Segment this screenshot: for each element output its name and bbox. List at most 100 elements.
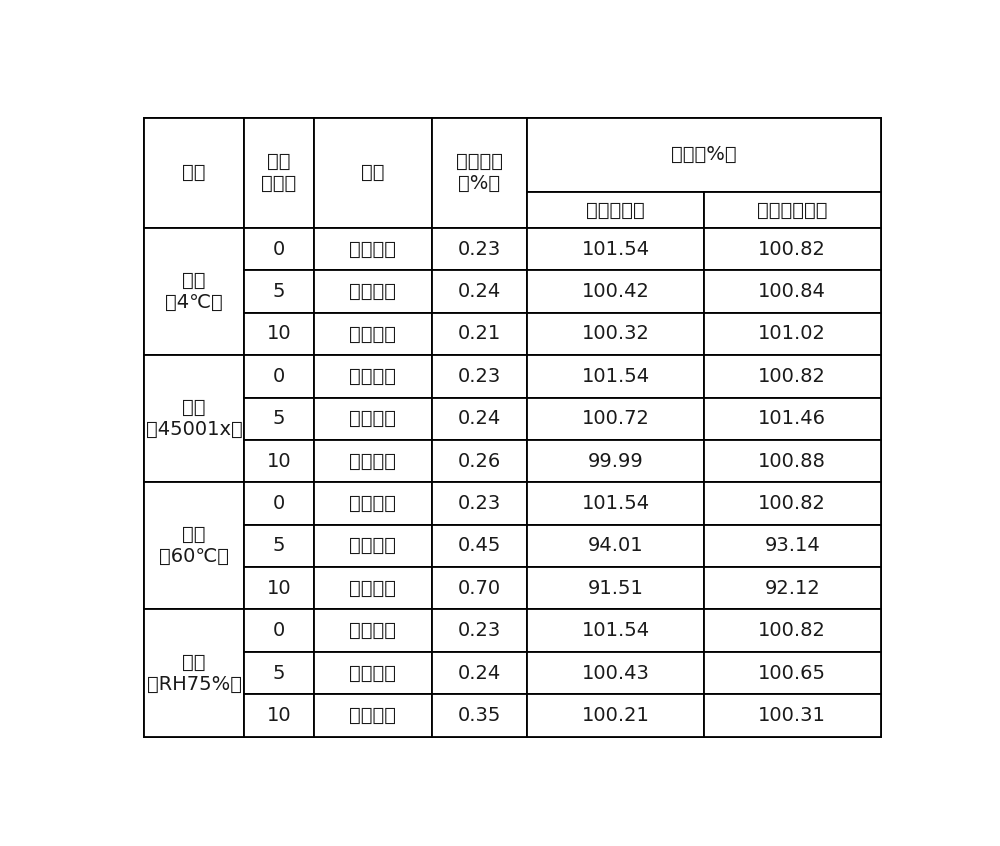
Bar bbox=[314, 398, 432, 440]
Bar bbox=[527, 398, 704, 440]
Bar bbox=[314, 271, 432, 313]
Bar bbox=[314, 567, 432, 609]
Text: 101.54: 101.54 bbox=[582, 494, 650, 513]
Text: 0.26: 0.26 bbox=[458, 452, 501, 470]
Text: 白色颗粒: 白色颗粒 bbox=[349, 409, 396, 428]
Text: 时间
（天）: 时间 （天） bbox=[261, 152, 296, 194]
Text: 0: 0 bbox=[273, 494, 285, 513]
Text: 5: 5 bbox=[272, 409, 285, 428]
Bar bbox=[704, 652, 881, 695]
Bar bbox=[527, 271, 704, 313]
Text: 盐酸氨溴索: 盐酸氨溴索 bbox=[586, 201, 645, 219]
Bar bbox=[704, 695, 881, 737]
Bar bbox=[314, 440, 432, 482]
Bar bbox=[144, 482, 244, 609]
Text: 100.42: 100.42 bbox=[582, 282, 650, 301]
Bar bbox=[314, 652, 432, 695]
Bar bbox=[244, 440, 314, 482]
Text: 0.23: 0.23 bbox=[458, 494, 501, 513]
Bar bbox=[314, 609, 432, 652]
Bar bbox=[704, 440, 881, 482]
Text: 颗粒吸潮: 颗粒吸潮 bbox=[349, 706, 396, 725]
Text: 101.54: 101.54 bbox=[582, 621, 650, 640]
Text: 0.35: 0.35 bbox=[458, 706, 501, 725]
Bar bbox=[244, 609, 314, 652]
Text: 100.84: 100.84 bbox=[758, 282, 826, 301]
Text: 10: 10 bbox=[266, 579, 291, 598]
Bar bbox=[704, 192, 881, 228]
Text: 白色颗粒: 白色颗粒 bbox=[349, 367, 396, 386]
Text: 93.14: 93.14 bbox=[764, 536, 820, 555]
Bar bbox=[527, 567, 704, 609]
Bar bbox=[527, 440, 704, 482]
Text: 硫酸沙丁胺醇: 硫酸沙丁胺醇 bbox=[757, 201, 828, 219]
Text: 100.21: 100.21 bbox=[582, 706, 650, 725]
Text: 0.21: 0.21 bbox=[458, 324, 501, 343]
Bar bbox=[527, 355, 704, 398]
Text: 100.43: 100.43 bbox=[582, 663, 650, 683]
Text: 0.23: 0.23 bbox=[458, 621, 501, 640]
Bar bbox=[527, 652, 704, 695]
Text: 100.82: 100.82 bbox=[758, 367, 826, 386]
Bar bbox=[244, 118, 314, 228]
Bar bbox=[704, 482, 881, 525]
Bar bbox=[432, 118, 527, 228]
Bar bbox=[244, 567, 314, 609]
Bar bbox=[704, 313, 881, 355]
Bar bbox=[527, 313, 704, 355]
Text: 白色颗粒: 白色颗粒 bbox=[349, 536, 396, 555]
Text: 高湿
（RH75%）: 高湿 （RH75%） bbox=[147, 652, 242, 694]
Text: 0.45: 0.45 bbox=[458, 536, 501, 555]
Text: 有关物质
（%）: 有关物质 （%） bbox=[456, 152, 503, 194]
Text: 强光
（45001x）: 强光 （45001x） bbox=[146, 398, 242, 439]
Bar bbox=[432, 313, 527, 355]
Bar bbox=[527, 192, 704, 228]
Text: 5: 5 bbox=[272, 663, 285, 683]
Bar bbox=[432, 652, 527, 695]
Bar bbox=[527, 118, 881, 192]
Text: 0: 0 bbox=[273, 621, 285, 640]
Text: 100.32: 100.32 bbox=[582, 324, 650, 343]
Text: 100.72: 100.72 bbox=[582, 409, 650, 428]
Bar bbox=[314, 313, 432, 355]
Bar bbox=[144, 118, 244, 228]
Bar bbox=[244, 228, 314, 271]
Bar bbox=[432, 440, 527, 482]
Text: 含量（%）: 含量（%） bbox=[671, 146, 737, 164]
Text: 100.88: 100.88 bbox=[758, 452, 826, 470]
Bar bbox=[527, 525, 704, 567]
Bar bbox=[244, 695, 314, 737]
Text: 100.82: 100.82 bbox=[758, 239, 826, 259]
Text: 92.12: 92.12 bbox=[764, 579, 820, 598]
Bar bbox=[704, 609, 881, 652]
Text: 白色颗粒: 白色颗粒 bbox=[349, 452, 396, 470]
Text: 100.31: 100.31 bbox=[758, 706, 826, 725]
Bar bbox=[432, 567, 527, 609]
Bar bbox=[704, 567, 881, 609]
Text: 99.99: 99.99 bbox=[588, 452, 643, 470]
Bar bbox=[244, 525, 314, 567]
Bar bbox=[314, 228, 432, 271]
Bar bbox=[704, 228, 881, 271]
Bar bbox=[432, 398, 527, 440]
Text: 0: 0 bbox=[273, 239, 285, 259]
Text: 性状: 性状 bbox=[361, 163, 384, 183]
Text: 10: 10 bbox=[266, 706, 291, 725]
Bar bbox=[244, 482, 314, 525]
Bar bbox=[244, 313, 314, 355]
Text: 100.82: 100.82 bbox=[758, 621, 826, 640]
Bar bbox=[432, 695, 527, 737]
Bar bbox=[244, 355, 314, 398]
Text: 0.24: 0.24 bbox=[458, 409, 501, 428]
Text: 白色颗粒: 白色颗粒 bbox=[349, 579, 396, 598]
Text: 白色颗粒: 白色颗粒 bbox=[349, 239, 396, 259]
Bar bbox=[704, 525, 881, 567]
Text: 白色颗粒: 白色颗粒 bbox=[349, 621, 396, 640]
Bar bbox=[144, 609, 244, 737]
Bar bbox=[432, 271, 527, 313]
Text: 0.23: 0.23 bbox=[458, 367, 501, 386]
Text: 101.54: 101.54 bbox=[582, 367, 650, 386]
Text: 0.24: 0.24 bbox=[458, 282, 501, 301]
Bar bbox=[432, 355, 527, 398]
Bar bbox=[244, 271, 314, 313]
